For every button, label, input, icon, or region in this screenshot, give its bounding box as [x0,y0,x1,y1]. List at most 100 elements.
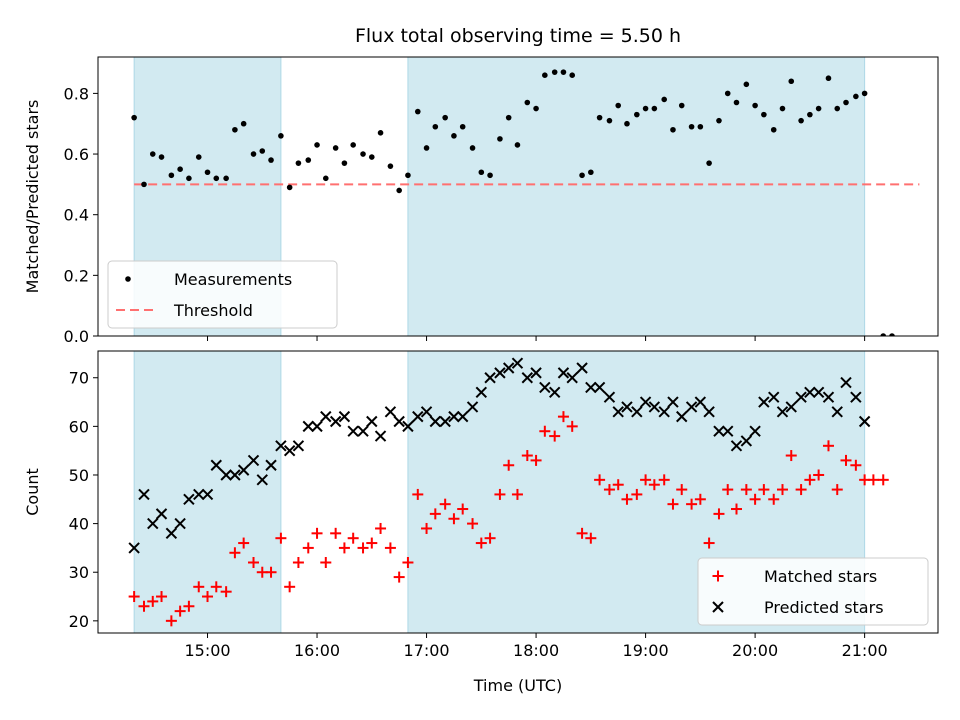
data-point [843,99,849,106]
data-point [621,493,633,505]
data-point [387,163,394,169]
data-point [141,181,147,188]
data-point [776,406,789,418]
x-tick-label: 18:00 [513,641,559,660]
data-point [259,148,266,154]
ratio-panel: 0.0 0.2 0.4 0.6 0.8 Matched/Predicted stars Me… [23,56,939,346]
plot-area [131,69,920,336]
data-point [770,126,777,133]
legend: Matched stars Predicted stars [697,557,929,626]
data-point [366,537,378,549]
data-point [631,406,643,418]
data-point [183,493,195,506]
data-point [484,532,496,544]
data-point [530,367,542,379]
data-point [283,444,296,457]
data-point [186,175,192,182]
data-point [511,488,523,500]
data-point [149,151,156,157]
data-point [798,117,804,124]
data-point [850,391,862,403]
observing-window [407,56,866,337]
data-point [822,440,834,452]
data-point [442,114,448,121]
data-point [439,498,451,510]
data-point [640,474,652,486]
data-point [374,430,387,442]
data-point [292,440,305,452]
y-tick-label: 0.8 [64,84,89,103]
data-point [648,479,660,491]
data-point [670,126,676,133]
legend-dot-swatch [125,276,131,282]
data-point [213,175,220,182]
data-point [612,406,624,418]
data-point [676,410,688,423]
data-point [785,401,797,413]
data-point [229,547,241,559]
data-point [375,522,387,534]
data-point [248,557,260,568]
data-point [320,557,332,568]
legend-label: Predicted stars [764,598,884,617]
data-point [743,81,750,88]
data-point [667,498,679,510]
data-point [557,411,569,423]
data-point [588,169,594,176]
legend-label: Matched stars [764,567,877,586]
data-point [502,362,515,374]
data-point [393,571,405,583]
data-point [451,133,457,139]
axes-frame [97,56,939,337]
data-point [685,401,698,413]
data-point [642,105,649,112]
data-point [429,415,442,428]
data-point [275,440,287,452]
data-point [758,484,770,496]
data-point [265,459,277,471]
x-tick-label: 15:00 [184,641,230,660]
data-point [384,542,396,554]
data-point [779,105,786,112]
data-point [658,474,670,486]
data-point [414,108,421,115]
data-point [420,406,433,418]
data-point [596,114,603,121]
data-point [724,90,731,97]
data-point [202,591,214,603]
data-point [548,386,561,399]
data-point [722,425,734,437]
data-point [302,420,314,433]
data-point [138,488,150,501]
data-point [713,508,725,520]
data-point [634,111,640,118]
data-point [566,420,578,432]
data-point [521,450,533,462]
legend-plus-swatch [712,570,724,582]
data-point [330,527,342,539]
data-point [275,532,287,544]
data-point [703,406,715,418]
data-point [174,605,186,617]
data-point [338,542,350,554]
data-point [722,484,734,496]
data-point [768,493,780,505]
data-point [147,517,159,530]
series-dot [131,69,895,336]
data-point [840,376,852,389]
data-point [585,532,597,544]
data-point [156,591,168,603]
data-point [603,484,615,496]
data-point [475,537,487,549]
data-point [566,372,578,384]
data-point [576,527,588,539]
data-point [807,111,813,118]
observing-window [133,350,282,634]
data-point [131,114,137,121]
data-point [341,160,348,166]
data-point [155,508,168,520]
data-point [402,557,414,568]
data-point [177,166,183,173]
data-point [165,615,177,627]
